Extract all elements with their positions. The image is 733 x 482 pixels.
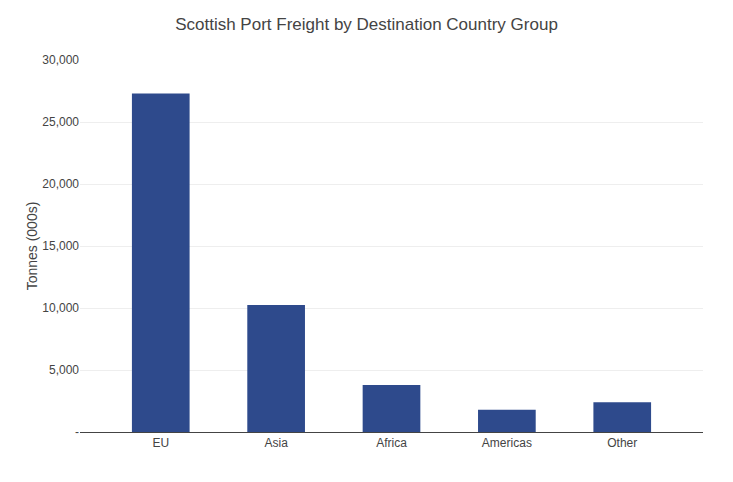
svg-text:Africa: Africa: [376, 436, 407, 450]
svg-text:30,000: 30,000: [42, 53, 79, 67]
svg-text:25,000: 25,000: [42, 115, 79, 129]
svg-text:Other: Other: [607, 436, 637, 450]
svg-text:15,000: 15,000: [42, 239, 79, 253]
svg-text:Americas: Americas: [482, 436, 532, 450]
svg-text:-: -: [75, 425, 79, 439]
svg-text:10,000: 10,000: [42, 301, 79, 315]
svg-text:Tonnes (000s): Tonnes (000s): [24, 202, 40, 291]
svg-text:5,000: 5,000: [49, 363, 79, 377]
svg-text:EU: EU: [152, 436, 169, 450]
svg-text:Asia: Asia: [264, 436, 288, 450]
svg-text:20,000: 20,000: [42, 177, 79, 191]
svg-text:Scottish Port Freight by Desti: Scottish Port Freight by Destination Cou…: [175, 15, 558, 34]
